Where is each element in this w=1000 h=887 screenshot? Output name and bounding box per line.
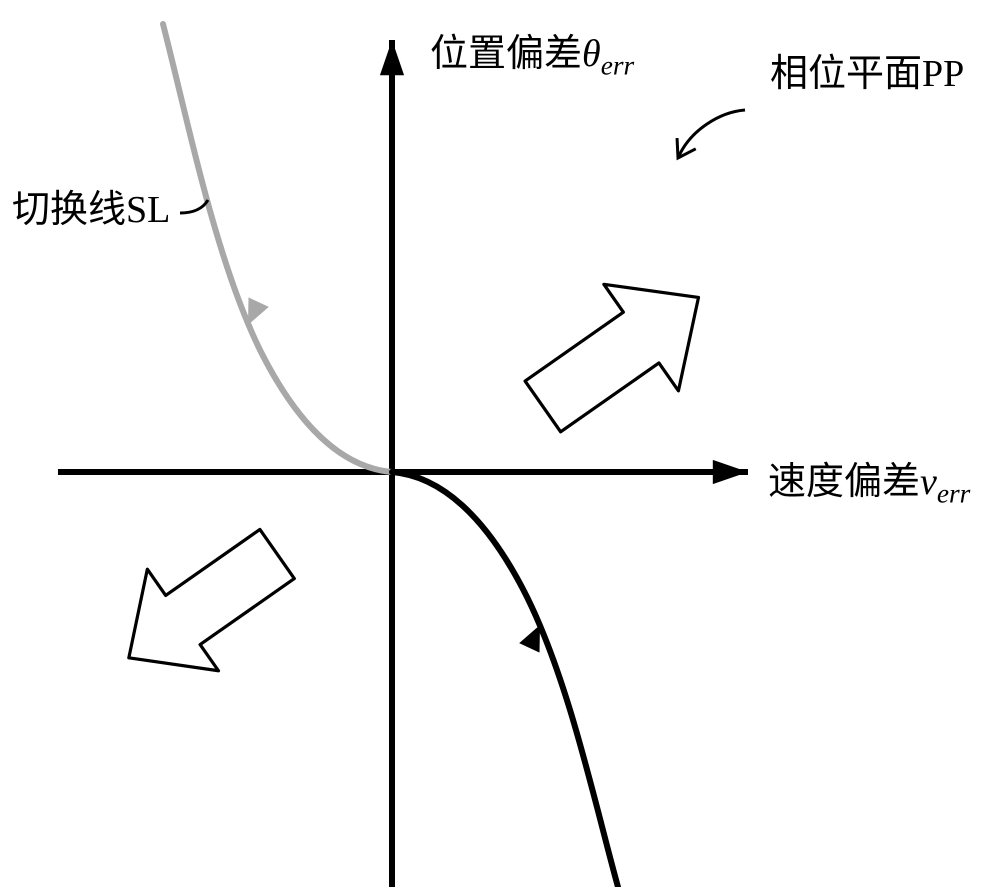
phase-plane-connector: [678, 110, 745, 158]
phase-plane-label: 相位平面PP: [770, 42, 964, 97]
switching-line-text: 切换线SL: [12, 189, 170, 231]
phase-plane-text: 相位平面PP: [770, 53, 964, 95]
diagram-svg: [0, 0, 1000, 887]
x-axis-arrowhead: [713, 460, 748, 484]
y-axis-text: 位置偏差: [430, 33, 582, 75]
y-axis-symbol: θ: [582, 33, 601, 75]
y-axis-sub: err: [601, 51, 634, 81]
switching-line-label: 切换线SL: [12, 178, 170, 233]
x-axis-symbol: v: [920, 461, 937, 503]
diagram-stage: 位置偏差θerr 速度偏差verr 相位平面PP 切换线SL: [0, 0, 1000, 887]
x-axis-sub: err: [937, 479, 970, 509]
switching-curve-upper: [163, 24, 392, 472]
region-arrow-upper-right: [506, 244, 736, 459]
y-axis-label: 位置偏差θerr: [430, 22, 634, 82]
y-axis-arrowhead: [380, 40, 404, 75]
region-arrow-lower-left: [93, 503, 312, 708]
x-axis-label: 速度偏差verr: [768, 450, 970, 510]
x-axis-text: 速度偏差: [768, 461, 920, 503]
switching-line-connector: [180, 200, 208, 213]
switching-curve-lower: [392, 472, 618, 887]
